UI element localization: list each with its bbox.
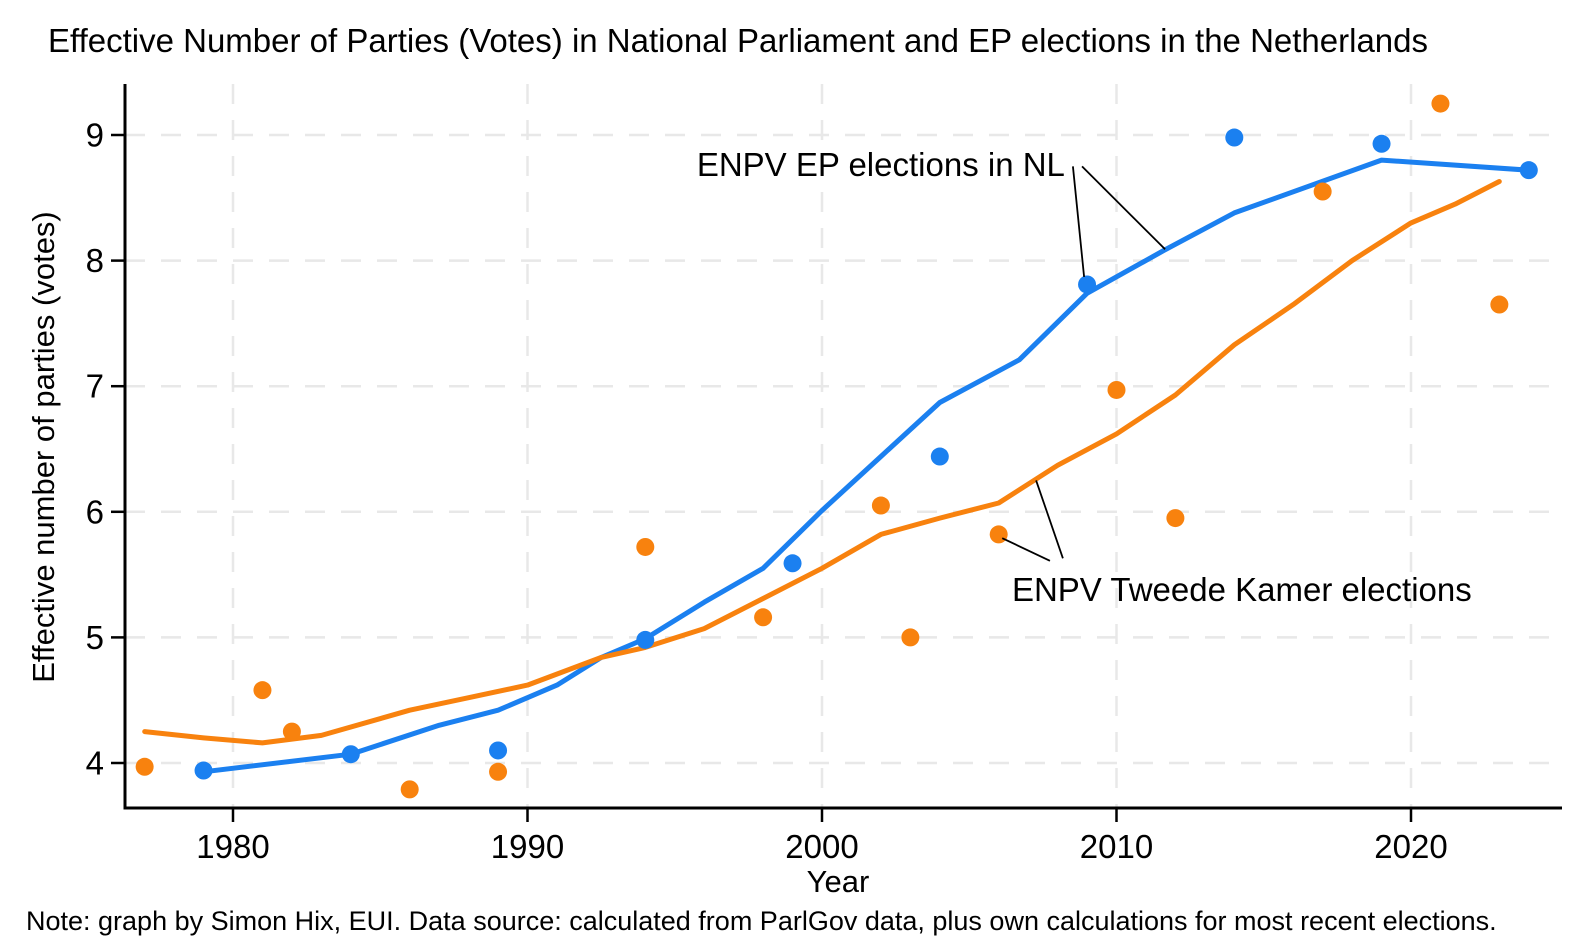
annotation-tk-label: ENPV Tweede Kamer elections (1011, 570, 1472, 608)
point-ep-1999 (783, 554, 802, 573)
y-tick-label-4: 4 (86, 745, 104, 782)
trend-line-tk (142, 179, 1502, 746)
annotation-tk-pointer-0 (1001, 537, 1051, 562)
point-tk-2006 (989, 525, 1008, 544)
x-tick-label-2020: 2020 (1374, 828, 1447, 865)
annotation-ep-pointer-0 (1072, 166, 1086, 278)
point-tk-2017 (1313, 182, 1332, 201)
point-tk-1998 (754, 608, 773, 627)
point-tk-1982 (282, 722, 301, 741)
point-tk-1981 (253, 681, 272, 700)
point-tk-2002 (871, 496, 890, 515)
point-tk-2023 (1490, 295, 1509, 314)
annotation-tk-pointer-1 (1035, 480, 1064, 559)
point-tk-1994 (636, 537, 655, 556)
point-ep-2024 (1519, 161, 1538, 180)
point-ep-1994 (636, 630, 655, 649)
point-ep-2019 (1372, 134, 1391, 153)
y-tick-label-9: 9 (86, 117, 104, 154)
point-tk-2021 (1431, 94, 1450, 113)
y-tick-label-5: 5 (86, 619, 104, 656)
point-ep-2014 (1225, 128, 1244, 147)
point-tk-1986 (400, 780, 419, 799)
point-tk-2003 (901, 628, 920, 647)
point-tk-2010 (1107, 380, 1126, 399)
source-note: Note: graph by Simon Hix, EUI. Data sour… (26, 906, 1497, 936)
x-axis-label: Year (806, 864, 870, 899)
y-tick-label-6: 6 (86, 493, 104, 530)
point-tk-2012 (1166, 509, 1185, 528)
point-ep-2004 (930, 447, 949, 466)
x-tick-label-2010: 2010 (1080, 828, 1153, 865)
x-tick-label-1980: 1980 (196, 828, 269, 865)
point-tk-1989 (489, 762, 508, 781)
chart-title: Effective Number of Parties (Votes) in N… (48, 22, 1429, 59)
x-tick-label-2000: 2000 (785, 828, 858, 865)
point-tk-1977 (135, 757, 154, 776)
y-tick-label-8: 8 (86, 242, 104, 279)
x-tick-label-1990: 1990 (491, 828, 564, 865)
point-ep-1989 (489, 741, 508, 760)
point-ep-1984 (341, 745, 360, 764)
point-ep-1979 (194, 761, 213, 780)
point-ep-2009 (1078, 275, 1097, 294)
y-tick-label-7: 7 (86, 368, 104, 405)
annotation-ep-label: ENPV EP elections in NL (696, 146, 1065, 184)
annotation-ep-pointer-1 (1081, 165, 1166, 250)
trend-line-ep (201, 157, 1532, 775)
y-axis-label: Effective number of parties (votes) (26, 211, 61, 683)
